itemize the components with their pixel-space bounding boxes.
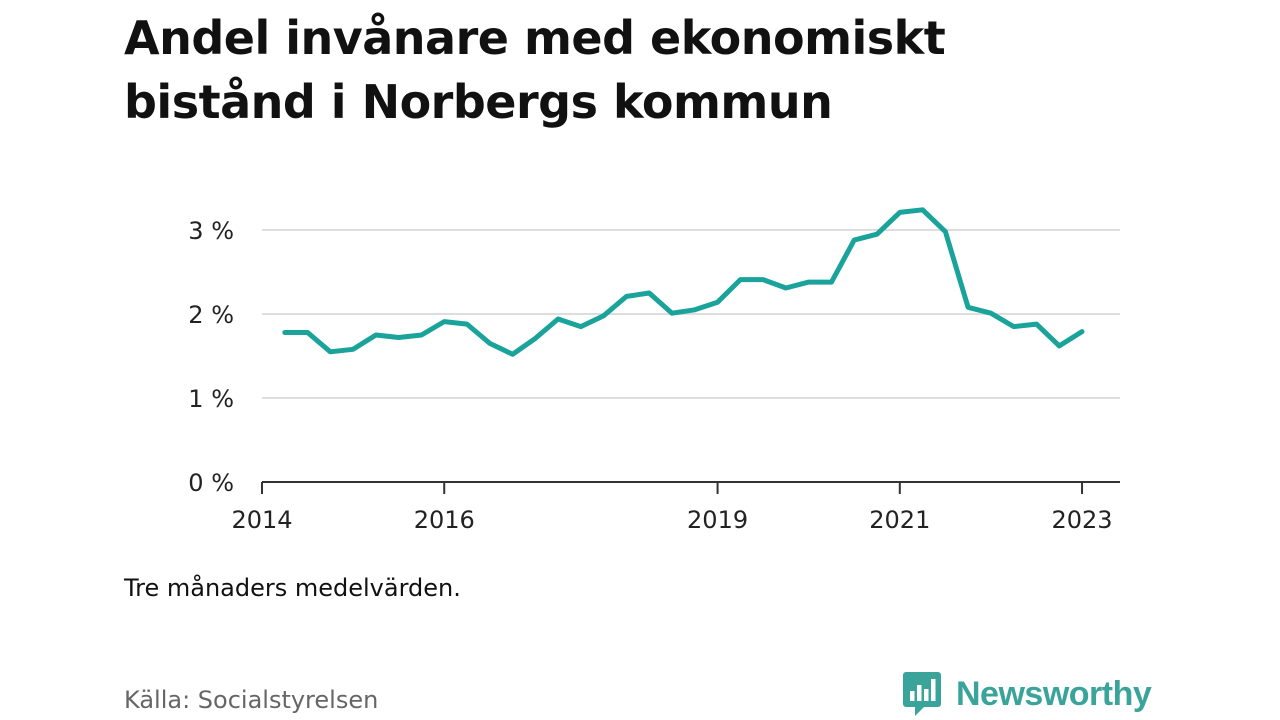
x-tick-label: 2019 [687, 506, 748, 534]
y-tick-label: 3 % [188, 217, 234, 245]
y-tick-label: 1 % [188, 385, 234, 413]
source-label: Källa: Socialstyrelsen [124, 686, 379, 714]
x-tick-label: 2021 [869, 506, 930, 534]
brand-name: Newsworthy [956, 674, 1152, 713]
x-tick-label: 2016 [414, 506, 475, 534]
y-tick-label: 2 % [188, 301, 234, 329]
gridlines [262, 229, 1120, 399]
bar-chart-speech-bubble-icon [903, 672, 941, 716]
chart-title: Andel invånare med ekonomiskt bistånd i … [124, 11, 946, 129]
x-tick-label: 2014 [231, 506, 292, 534]
chart-note: Tre månaders medelvärden. [124, 574, 461, 602]
newsworthy-logo: Newsworthy [902, 670, 1152, 718]
y-axis-ticks: 0 % 1 % 2 % 3 % [188, 217, 234, 497]
x-axis-ticks: 2014 2016 2019 2021 2023 [231, 482, 1113, 534]
y-tick-label: 0 % [188, 469, 234, 497]
line-chart: 0 % 1 % 2 % 3 % 2014 2016 2019 2021 2023 [188, 207, 1120, 534]
series-line [282, 207, 1085, 357]
x-tick-label: 2023 [1051, 506, 1112, 534]
